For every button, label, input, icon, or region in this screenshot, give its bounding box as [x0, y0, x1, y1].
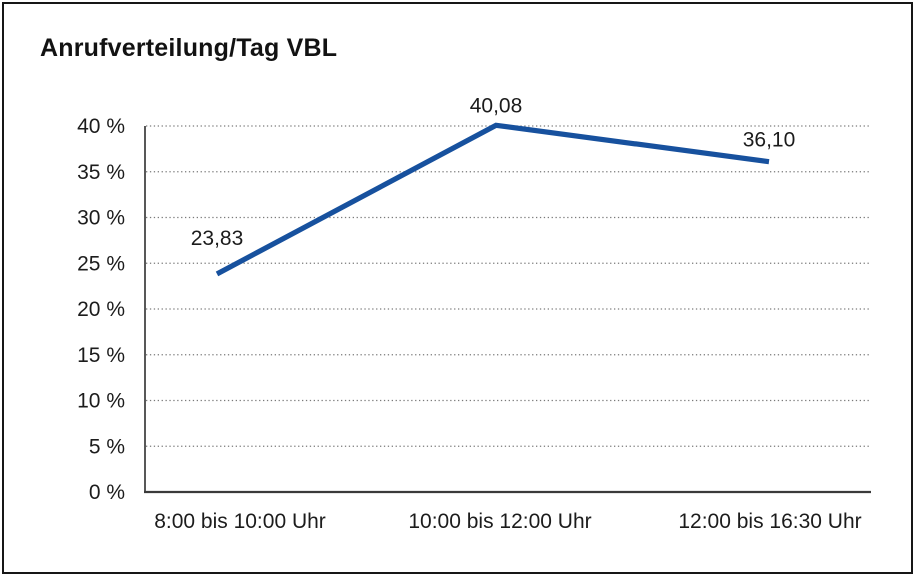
data-point-label: 23,83: [191, 227, 244, 250]
y-axis-tick-label: 0 %: [89, 481, 125, 504]
y-axis-tick-label: 40 %: [77, 115, 125, 138]
y-axis-tick-label: 25 %: [77, 252, 125, 275]
y-axis-tick-label: 15 %: [77, 344, 125, 367]
data-series-line: [215, 122, 770, 277]
data-point-label: 40,08: [470, 94, 523, 117]
data-point-label: 36,10: [743, 129, 796, 152]
x-axis-category-label: 10:00 bis 12:00 Uhr: [408, 510, 591, 533]
y-axis-tick-label: 5 %: [89, 435, 125, 458]
chart-title: Anrufverteilung/Tag VBL: [40, 34, 338, 62]
y-axis-tick-label: 10 %: [77, 390, 125, 413]
y-axis-tick-label: 30 %: [77, 207, 125, 230]
x-axis-category-label: 8:00 bis 10:00 Uhr: [154, 510, 326, 533]
y-axis-tick-label: 20 %: [77, 298, 125, 321]
x-axis-category-label: 12:00 bis 16:30 Uhr: [678, 510, 861, 533]
y-axis-tick-label: 35 %: [77, 161, 125, 184]
